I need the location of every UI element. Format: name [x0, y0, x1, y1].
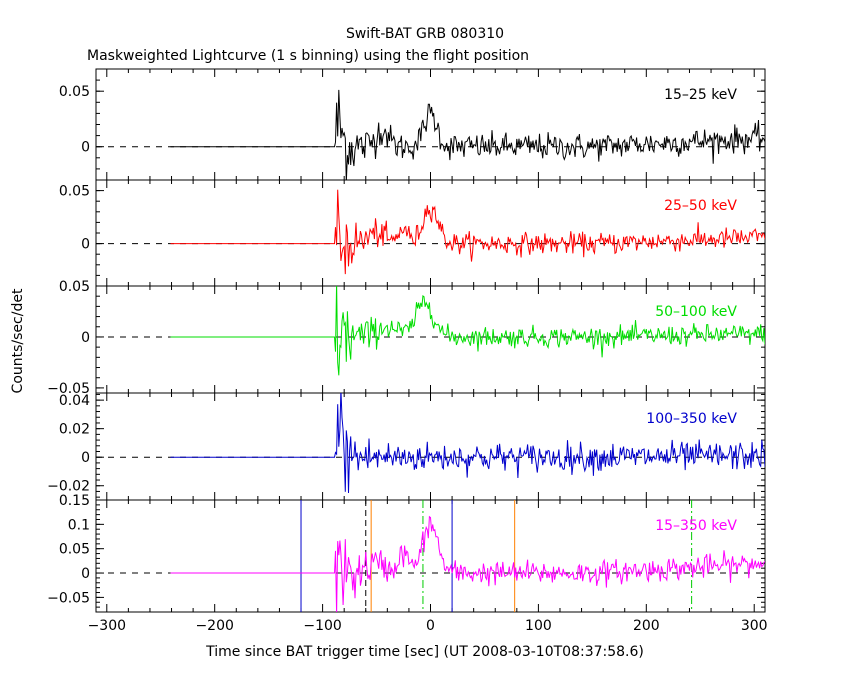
panel-frame: [95, 499, 766, 613]
x-tick-label: 300: [741, 618, 768, 634]
chart-subtitle: Maskweighted Lightcurve (1 s binning) us…: [87, 48, 529, 64]
series-line: [170, 189, 765, 275]
x-tick-label: 0: [426, 618, 435, 634]
x-tick-label: 200: [633, 618, 660, 634]
panel-3: −0.05 0 0.05 50–100 keV: [47, 279, 766, 397]
band-label: 15–25 keV: [664, 87, 737, 103]
panel-frame: [95, 68, 766, 181]
y-tick-label: 0.15: [59, 493, 90, 509]
y-tick-label: 0.1: [68, 517, 90, 533]
panel-4: −0.02 0 0.02 0.04 100–350 keV: [47, 392, 766, 501]
y-tick-label: 0: [81, 140, 90, 156]
y-tick-label: −0.05: [47, 590, 90, 606]
x-tick-label: 100: [525, 618, 552, 634]
x-axis-label: Time since BAT trigger time [sec] (UT 20…: [205, 644, 644, 660]
y-tick-label: 0: [81, 566, 90, 582]
y-tick-label: 0.05: [59, 184, 90, 200]
panel-frame: [95, 392, 766, 501]
y-tick-label: 0: [81, 237, 90, 253]
chart-title: Swift-BAT GRB 080310: [346, 26, 504, 42]
panel-frame: [95, 285, 766, 394]
panels-layer: 0 0.05 15–25 keV 0 0.05 25–50 keV −0.05 0 0.05 50…: [47, 68, 768, 634]
panel-5: −0.05 0 0.05 0.1 0.15 15–350 keV: [47, 493, 766, 613]
band-label: 25–50 keV: [664, 198, 737, 214]
y-tick-label: 0.05: [59, 84, 90, 100]
series-line: [170, 515, 765, 612]
x-tick-label: −200: [195, 618, 233, 634]
y-tick-label: 0.05: [59, 542, 90, 558]
panel-frame: [95, 179, 766, 287]
x-tick-label: −300: [88, 618, 126, 634]
y-tick-label: 0: [81, 330, 90, 346]
y-tick-label: 0.02: [59, 422, 90, 438]
y-tick-label: 0.05: [59, 279, 90, 295]
series-line: [170, 393, 765, 494]
panel-2: 0 0.05 25–50 keV: [59, 179, 766, 287]
series-line: [170, 89, 765, 180]
band-label: 15–350 keV: [655, 518, 737, 534]
band-label: 50–100 keV: [655, 304, 737, 320]
y-axis-label: Counts/sec/det: [10, 288, 26, 393]
panel-1: 0 0.05 15–25 keV: [59, 68, 766, 181]
x-tick-label: −100: [303, 618, 341, 634]
band-label: 100–350 keV: [646, 411, 737, 427]
y-tick-label: 0: [81, 450, 90, 466]
y-tick-label: −0.05: [47, 381, 90, 397]
y-tick-label: −0.02: [47, 479, 90, 495]
series-line: [170, 286, 765, 376]
y-tick-label: 0.04: [59, 393, 90, 409]
